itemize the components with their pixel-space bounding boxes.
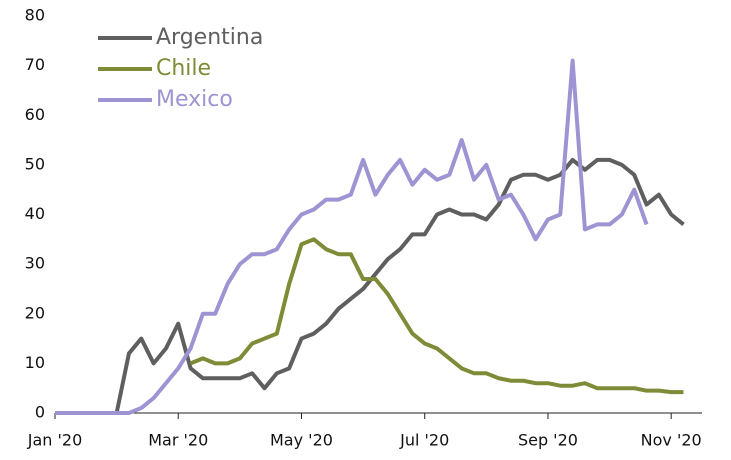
y-tick-label: 20 — [25, 303, 45, 322]
series-line — [189, 237, 684, 395]
x-tick-label: Nov '20 — [641, 431, 702, 450]
x-tick-label: Sep '20 — [518, 431, 578, 450]
y-tick-label: 0 — [35, 403, 45, 422]
series-line — [55, 157, 685, 415]
legend-label: Mexico — [156, 87, 233, 112]
y-tick-label: 40 — [25, 204, 45, 223]
y-tick-label: 50 — [25, 154, 45, 173]
series-line — [55, 58, 649, 415]
x-tick-label: Mar '20 — [148, 431, 208, 450]
x-tick-label: Jan '20 — [27, 431, 83, 450]
legend-label: Chile — [156, 56, 211, 81]
x-tick-label: Jul '20 — [399, 431, 449, 450]
x-tick-label: May '20 — [270, 431, 333, 450]
y-tick-label: 30 — [25, 254, 45, 273]
legend-label: Argentina — [156, 25, 263, 50]
y-tick-label: 70 — [25, 55, 45, 74]
y-tick-label: 10 — [25, 353, 45, 372]
y-tick-label: 60 — [25, 105, 45, 124]
y-tick-label: 80 — [25, 6, 45, 25]
